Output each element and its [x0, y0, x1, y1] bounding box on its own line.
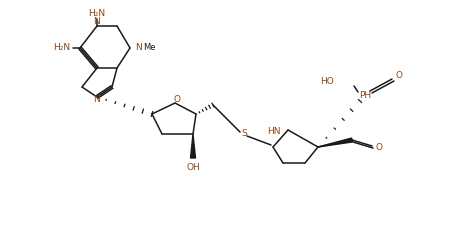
Polygon shape	[318, 138, 352, 147]
Polygon shape	[190, 134, 196, 158]
Text: HN: HN	[267, 127, 281, 135]
Text: O: O	[376, 143, 383, 153]
Text: H₂N: H₂N	[89, 8, 106, 18]
Text: PH: PH	[359, 91, 371, 100]
Text: N: N	[94, 94, 100, 103]
Text: S: S	[241, 129, 247, 139]
Text: O: O	[395, 71, 402, 80]
Text: N: N	[94, 16, 100, 26]
Text: O: O	[174, 94, 181, 103]
Text: Me: Me	[143, 43, 155, 53]
Text: OH: OH	[186, 162, 200, 172]
Text: N: N	[135, 43, 142, 53]
Text: H₂N: H₂N	[53, 43, 70, 53]
Text: HO: HO	[320, 78, 334, 87]
